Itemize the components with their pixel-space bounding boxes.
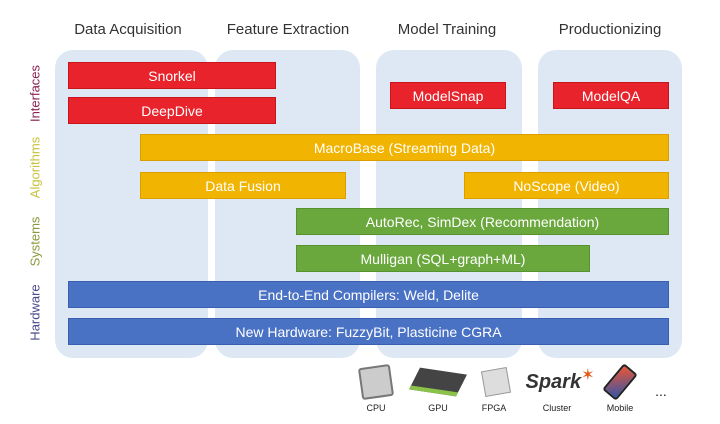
bar-modelsnap: ModelSnap: [390, 82, 506, 109]
label-gpu: GPU: [428, 403, 448, 413]
label-fpga: FPGA: [481, 403, 507, 413]
label-more: ...: [655, 383, 667, 399]
header-productionizing: Productionizing: [558, 21, 662, 38]
fpga-icon: [474, 364, 518, 400]
label-cluster: Cluster: [542, 403, 572, 413]
bar-new-hardware: New Hardware: FuzzyBit, Plasticine CGRA: [68, 318, 669, 345]
bar-deepdive: DeepDive: [68, 97, 276, 124]
label-cpu: CPU: [366, 403, 386, 413]
bar-mulligan: Mulligan (SQL+graph+ML): [296, 245, 590, 272]
bar-snorkel: Snorkel: [68, 62, 276, 89]
layer-hardware: Hardware: [27, 284, 43, 341]
bar-noscope: NoScope (Video): [464, 172, 669, 199]
bar-compilers: End-to-End Compilers: Weld, Delite: [68, 281, 669, 308]
gpu-icon: [409, 364, 467, 400]
label-mobile: Mobile: [606, 403, 634, 413]
bar-autorec: AutoRec, SimDex (Recommendation): [296, 208, 669, 235]
layer-algorithms: Algorithms: [27, 136, 43, 199]
bar-modelqa: ModelQA: [553, 82, 669, 109]
bar-data-fusion: Data Fusion: [140, 172, 346, 199]
spark-logo-icon: Spark ✶: [525, 367, 595, 393]
header-feature-extraction: Feature Extraction: [226, 21, 350, 38]
bar-macrobase: MacroBase (Streaming Data): [140, 134, 669, 161]
cpu-icon: [354, 363, 398, 401]
layer-systems: Systems: [27, 216, 43, 267]
header-data-acquisition: Data Acquisition: [74, 21, 182, 38]
layer-interfaces: Interfaces: [27, 64, 43, 123]
header-model-training: Model Training: [397, 21, 497, 38]
